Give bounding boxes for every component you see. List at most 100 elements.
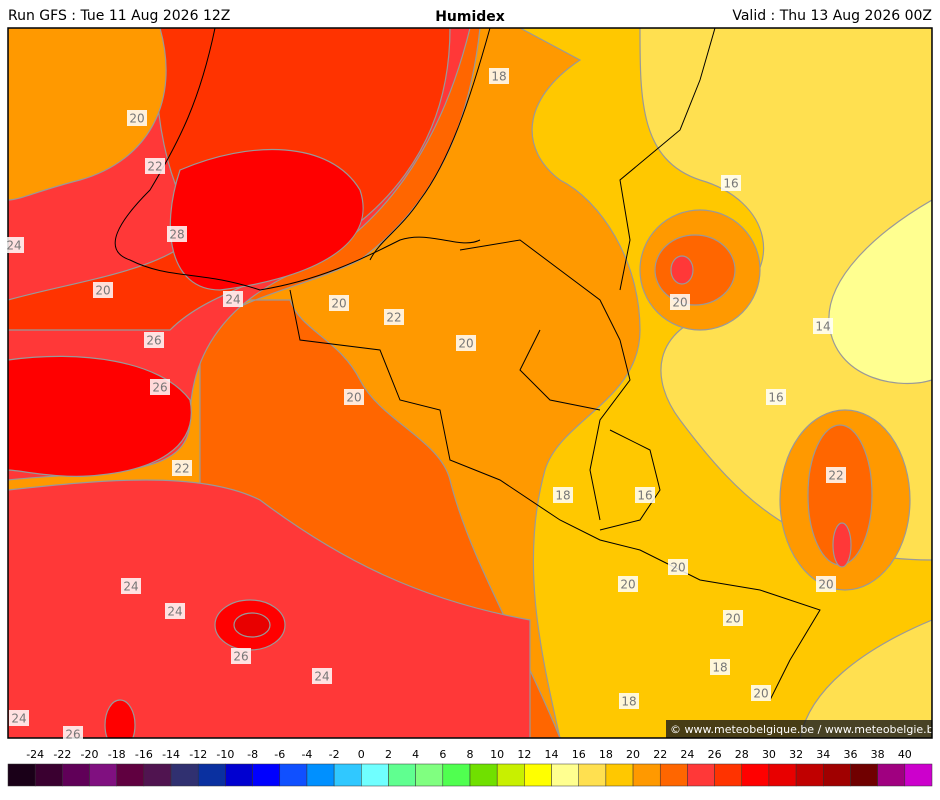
contour-label: 28: [169, 228, 184, 242]
colorbar-tick-label: 16: [572, 748, 586, 761]
contour-label-box: [826, 467, 846, 483]
colorbar-tick-label: 0: [358, 748, 365, 761]
contour-label: 22: [828, 469, 843, 483]
colorbar-tick-label: -24: [26, 748, 44, 761]
colorbar-tick-label: -14: [162, 748, 180, 761]
contour-label: 22: [147, 160, 162, 174]
colorbar-swatch: [795, 763, 824, 787]
colorbar-tick-label: -2: [329, 748, 340, 761]
contour-label: 20: [331, 297, 346, 311]
colorbar-tick-label: 12: [517, 748, 531, 761]
colorbar-tick-label: 38: [871, 748, 885, 761]
contour-label-box: [223, 291, 243, 307]
contour-label: 24: [314, 670, 329, 684]
colorbar-swatch: [659, 763, 688, 787]
colorbar-swatch: [469, 763, 498, 787]
map: © www.meteobelgique.be / www.meteobelgie…: [8, 28, 940, 738]
colorbar-swatch: [551, 763, 579, 787]
colorbar-tick-label: 36: [843, 748, 857, 761]
contour-label-box: [344, 389, 364, 405]
colorbar-swatch: [823, 763, 851, 787]
colorbar-swatch: [741, 763, 770, 787]
colorbar-swatch: [442, 763, 471, 787]
contour-label-box: [167, 226, 187, 242]
contour-label-box: [710, 659, 730, 675]
contour-label: 20: [620, 578, 635, 592]
colorbar-tick-label: 2: [385, 748, 392, 761]
contour-label: 24: [225, 293, 240, 307]
contour-label-box: [172, 460, 192, 476]
contour-label-box: [145, 158, 165, 174]
colorbar-swatch: [89, 763, 117, 787]
field: [654, 234, 736, 306]
contour-label: 14: [815, 320, 830, 334]
contour-label: 16: [768, 391, 783, 405]
contour-label: 20: [129, 112, 144, 126]
colorbar-swatch: [306, 763, 335, 787]
colorbar-swatch: [252, 763, 281, 787]
contour-labels: 18 20 22 16 28 24 20 20 24 20 22 14 26 20 26 20 16 22 22 18…: [4, 68, 846, 742]
colorbar-swatch: [361, 763, 389, 787]
colorbar-swatch: [143, 763, 172, 787]
colorbar-swatch: [225, 763, 253, 787]
coastline: [114, 28, 481, 291]
map-title: Humidex: [435, 9, 505, 25]
border: [289, 289, 821, 701]
contour-label: 20: [670, 561, 685, 575]
contour-label-box: [144, 332, 164, 348]
contour-label: 22: [386, 311, 401, 325]
colorbar-swatch: [578, 763, 607, 787]
colorbar-tick-label: 30: [762, 748, 776, 761]
contour-label-box: [766, 389, 786, 405]
colorbar-tick-label: -10: [216, 748, 234, 761]
border: [459, 239, 661, 531]
colorbar-swatch: [170, 763, 199, 787]
colorbar-tick-label: -16: [135, 748, 153, 761]
colorbar-tick-label: -4: [301, 748, 312, 761]
colorbar-swatch: [714, 763, 743, 787]
colorbar-tick-label: 32: [789, 748, 803, 761]
colorbar-swatch: [415, 763, 444, 787]
contour-label: 26: [146, 334, 161, 348]
colorbar-swatch: [768, 763, 797, 787]
colorbar-tick-label: 20: [626, 748, 640, 761]
contour-label-box: [4, 237, 24, 253]
contour-label-box: [553, 487, 573, 503]
contour-label-box: [751, 685, 771, 701]
contour-label-box: [668, 559, 688, 575]
contour-label-box: [312, 668, 332, 684]
contour-label-box: [121, 578, 141, 594]
contour-label-box: [93, 282, 113, 298]
field: [670, 255, 694, 285]
contour-label: 18: [712, 661, 727, 675]
credit: © www.meteobelgique.be / www.meteobelgie…: [670, 723, 940, 736]
field: [104, 699, 136, 738]
colorbar-tick-label: 34: [816, 748, 830, 761]
contour-label-box: [127, 110, 147, 126]
map-frame: [7, 27, 933, 739]
field: [8, 355, 192, 477]
valid-label: Valid : Thu 13 Aug 2026 00Z: [732, 8, 932, 24]
contour-label-box: [619, 693, 639, 709]
colorbar-tick-label: 26: [708, 748, 722, 761]
border: [369, 28, 716, 291]
contour-label: 26: [233, 650, 248, 664]
contour-label: 16: [723, 177, 738, 191]
colorbar-swatch: [197, 763, 226, 787]
contour-label: 24: [11, 712, 26, 726]
contour-label-box: [9, 710, 29, 726]
colorbar-tick-label: 8: [467, 748, 474, 761]
colorbar-swatch: [333, 763, 362, 787]
colorbar-tick-label: 28: [735, 748, 749, 761]
colorbar-swatch: [388, 763, 416, 787]
colorbar-swatch: [7, 763, 36, 787]
contour-label-box: [813, 318, 833, 334]
contour-label: 24: [6, 239, 21, 253]
colorbar-swatch: [62, 763, 90, 787]
contour-label: 24: [123, 580, 138, 594]
contour-label-box: [231, 648, 251, 664]
colorbar-swatch: [279, 763, 308, 787]
field: [832, 522, 852, 568]
contour-label-box: [618, 576, 638, 592]
